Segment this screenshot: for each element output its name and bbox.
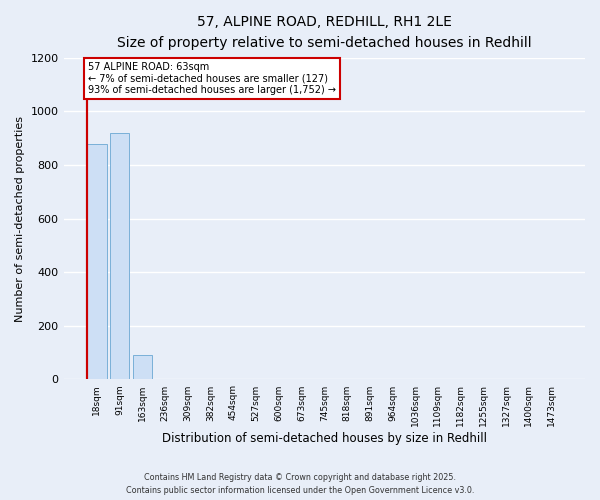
Bar — [155, 379, 175, 380]
Title: 57, ALPINE ROAD, REDHILL, RH1 2LE
Size of property relative to semi-detached hou: 57, ALPINE ROAD, REDHILL, RH1 2LE Size o… — [117, 15, 532, 50]
Bar — [110, 133, 130, 380]
Bar — [87, 144, 107, 380]
Y-axis label: Number of semi-detached properties: Number of semi-detached properties — [15, 116, 25, 322]
Bar — [133, 356, 152, 380]
Text: 57 ALPINE ROAD: 63sqm
← 7% of semi-detached houses are smaller (127)
93% of semi: 57 ALPINE ROAD: 63sqm ← 7% of semi-detac… — [88, 62, 337, 95]
Text: Contains HM Land Registry data © Crown copyright and database right 2025.
Contai: Contains HM Land Registry data © Crown c… — [126, 474, 474, 495]
X-axis label: Distribution of semi-detached houses by size in Redhill: Distribution of semi-detached houses by … — [162, 432, 487, 445]
